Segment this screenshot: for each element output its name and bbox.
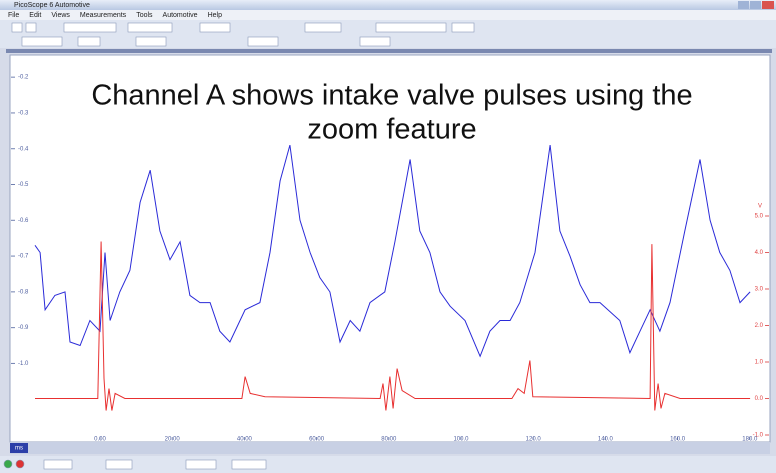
y-tick-label: -0.2 — [18, 75, 29, 81]
y2-unit: V — [758, 204, 762, 210]
menu-item[interactable]: Views — [51, 12, 70, 19]
ruler-bar — [10, 442, 770, 454]
trigger-channel[interactable] — [105, 459, 133, 470]
y-tick-label: -0.3 — [18, 111, 29, 117]
minimize-button[interactable] — [738, 1, 749, 9]
x-tick-label: 40.00 — [237, 437, 253, 443]
button[interactable] — [11, 22, 23, 33]
y2-tick-label: 2.0 — [755, 323, 764, 329]
dropdown[interactable] — [199, 22, 231, 33]
button[interactable] — [25, 22, 37, 33]
x-tick-label: 20.00 — [165, 437, 181, 443]
annotation: Channel A shows intake valve pulses usin… — [91, 80, 692, 112]
menu-item[interactable]: Tools — [136, 12, 153, 19]
y-tick-label: -0.8 — [18, 289, 29, 295]
y2-tick-label: 4.0 — [755, 250, 764, 256]
dropdown[interactable] — [127, 22, 173, 33]
x-tick-label: 60.00 — [309, 437, 325, 443]
waveform — [35, 241, 751, 411]
zoom-level[interactable] — [451, 22, 475, 33]
menu-item[interactable]: Edit — [29, 12, 41, 19]
y-tick-label: -1.0 — [18, 361, 29, 367]
stop-button[interactable] — [15, 459, 25, 469]
x-tick-label: 140.0 — [598, 437, 614, 443]
y2-tick-label: 0.0 — [755, 396, 764, 402]
y2-tick-label: 5.0 — [755, 214, 764, 220]
menu: File Edit Views Measurements Tools Automotive… — [8, 12, 222, 19]
status-controls — [3, 459, 267, 470]
title-bar — [0, 0, 776, 10]
channel-d[interactable] — [359, 36, 391, 47]
trigger-mode[interactable] — [43, 459, 73, 470]
y2-tick-label: 1.0 — [755, 360, 764, 366]
y-tick-label: -0.7 — [18, 254, 29, 260]
window-title: PicoScope 6 Automotive — [14, 2, 90, 9]
zoom-tools[interactable] — [375, 22, 447, 33]
channel-b[interactable] — [135, 36, 167, 47]
toolbar-controls — [11, 22, 475, 47]
menu-item[interactable]: Automotive — [163, 12, 198, 19]
menu-item[interactable]: Help — [208, 12, 223, 19]
x-unit: ms — [15, 446, 23, 452]
pre-trigger[interactable] — [231, 459, 267, 470]
x-tick-label: 180.0 — [742, 437, 758, 443]
menu-item[interactable]: Measurements — [80, 12, 127, 19]
annotation: zoom feature — [307, 114, 476, 146]
waveform — [34, 144, 751, 358]
x-tick-label: 0.00 — [94, 437, 106, 443]
channel-a[interactable] — [21, 36, 63, 47]
y-tick-label: -0.4 — [18, 146, 29, 152]
menu-bar — [0, 10, 776, 20]
dropdown[interactable] — [63, 22, 117, 33]
dropdown[interactable] — [304, 22, 342, 33]
trigger-level[interactable] — [185, 459, 217, 470]
y-tick-label: -0.6 — [18, 218, 29, 224]
close-button[interactable] — [762, 1, 774, 9]
channel-c[interactable] — [247, 36, 279, 47]
y2-tick-label: -1.0 — [753, 433, 764, 439]
x-tick-label: 100.0 — [453, 437, 469, 443]
x-tick-label: 80.00 — [381, 437, 397, 443]
x-tick-label: 120.0 — [526, 437, 542, 443]
y-tick-label: -0.5 — [18, 182, 29, 188]
y-tick-label: -0.9 — [18, 325, 29, 331]
maximize-button[interactable] — [750, 1, 761, 9]
divider — [6, 49, 772, 53]
plot: -0.2 -0.3 -0.4 -0.5 -0.6 -0.7 -0.8 -0.9 -1.0 5.0 4… — [11, 75, 769, 452]
menu-item[interactable]: File — [8, 12, 19, 19]
axis-button[interactable] — [10, 443, 28, 453]
start-button[interactable] — [3, 459, 13, 469]
y2-tick-label: 3.0 — [755, 287, 764, 293]
x-tick-label: 160.0 — [670, 437, 686, 443]
coupling[interactable] — [77, 36, 101, 47]
